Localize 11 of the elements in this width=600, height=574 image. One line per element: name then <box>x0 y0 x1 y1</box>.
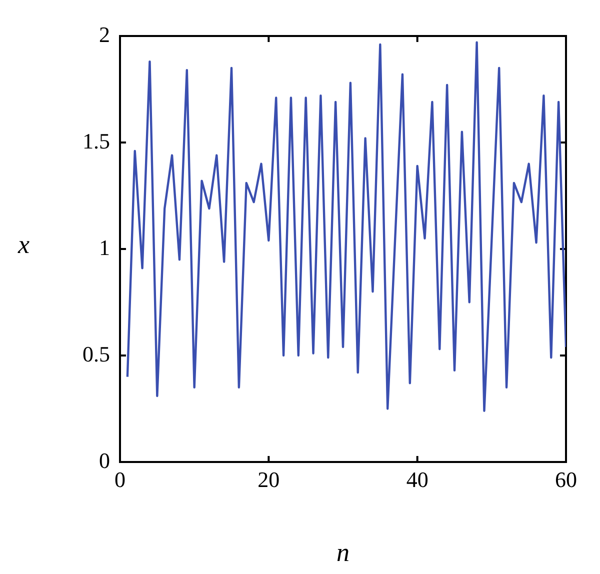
y-tick-label: 0 <box>99 448 110 473</box>
x-tick-label: 20 <box>258 466 280 492</box>
x-axis-title: n <box>336 538 350 568</box>
y-tick-label: 1.5 <box>82 128 110 154</box>
y-axis-title: x <box>18 230 30 260</box>
y-tick-label: 2 <box>99 22 110 47</box>
y-tick-label: 1 <box>99 234 110 260</box>
y-tick-label: 0.5 <box>82 341 110 366</box>
x-tick-label: 0 <box>114 466 126 492</box>
x-tick-label: 40 <box>406 466 428 492</box>
x-tick-label: 60 <box>555 466 577 492</box>
